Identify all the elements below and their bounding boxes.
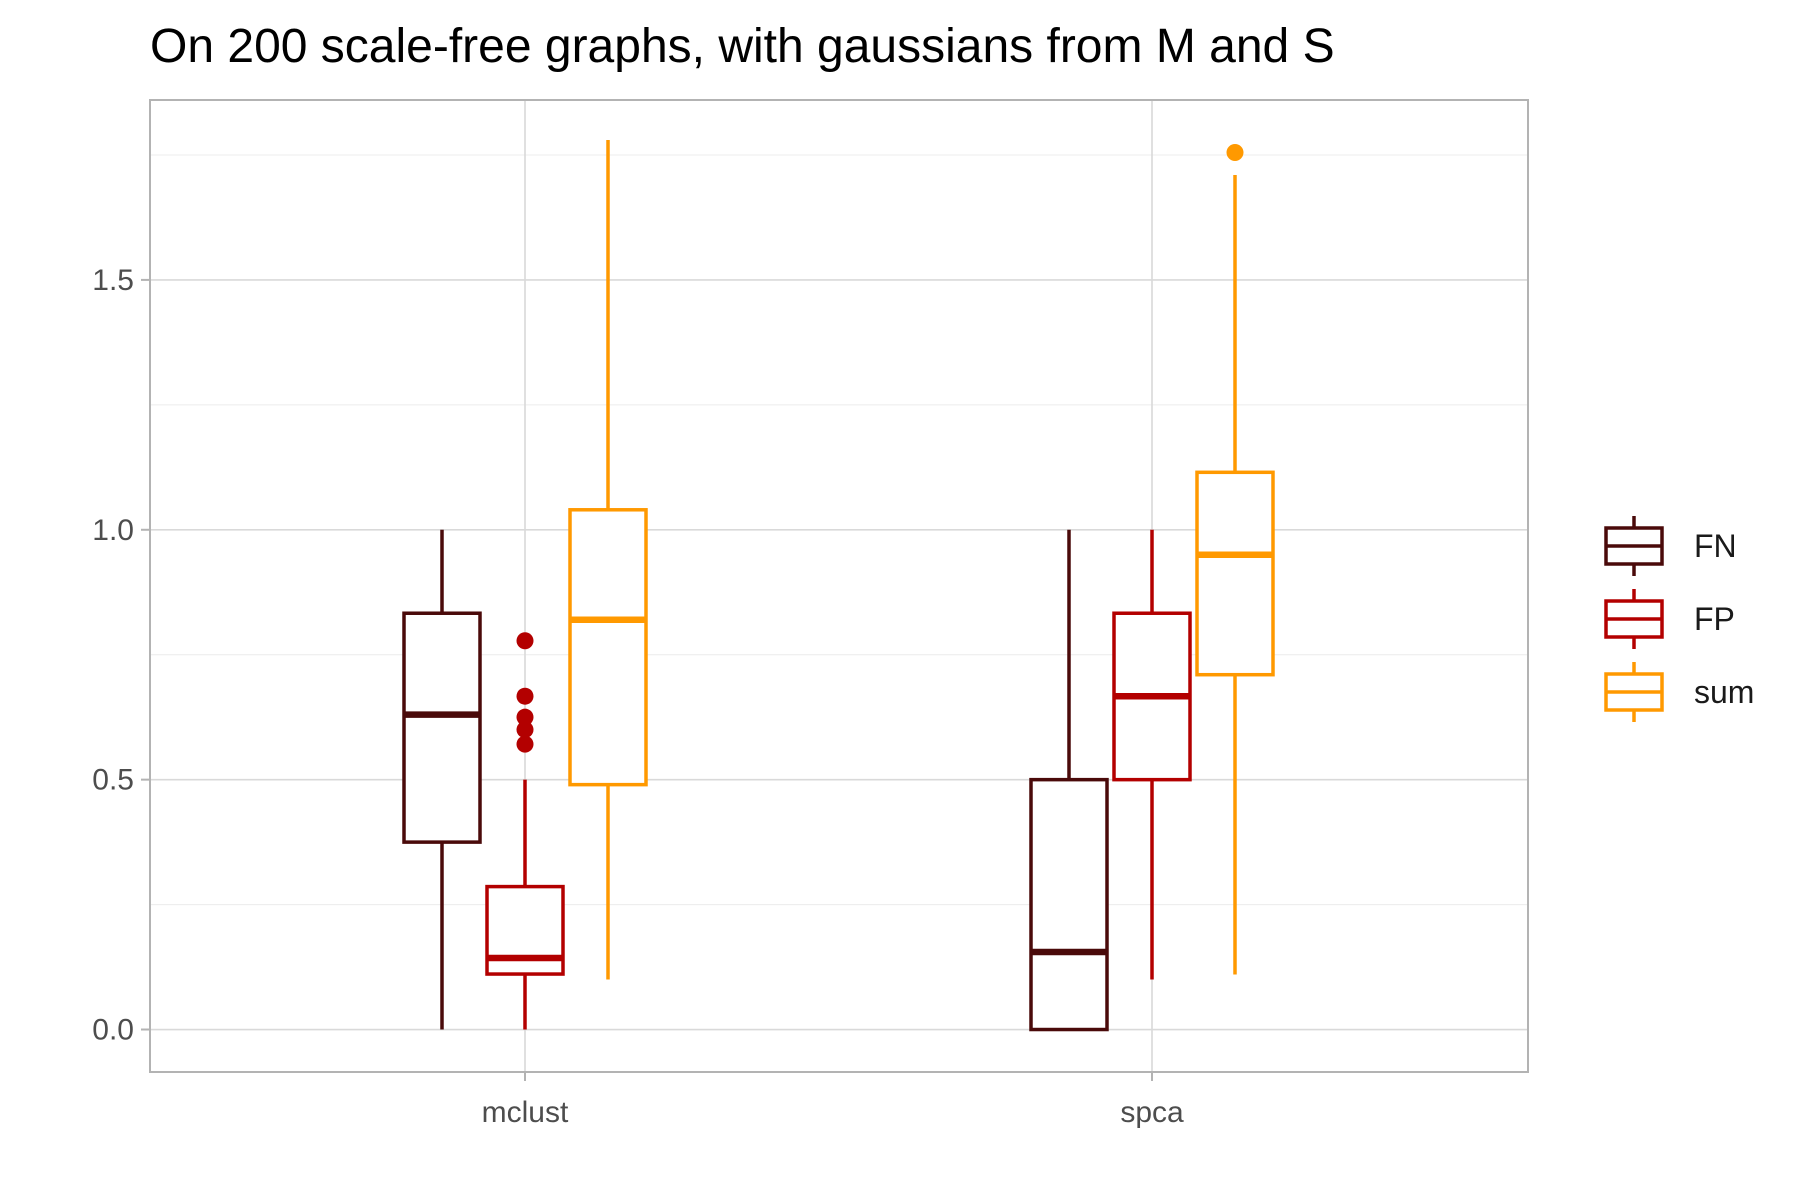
box-FP-spca (1112, 529, 1192, 980)
y-axis-ticks: 0.0 0.5 1.0 1.5 (92, 264, 150, 1047)
outlier-point (516, 687, 534, 705)
legend: FN FP sum (1604, 516, 1754, 722)
outlier-point (516, 632, 534, 650)
y-tick-label: 0.0 (92, 1014, 134, 1047)
legend-label: FN (1694, 528, 1737, 564)
legend-item-FN: FN (1604, 516, 1737, 576)
outlier-point (516, 708, 534, 726)
box-sum-spca (1195, 143, 1275, 975)
panel-frame (149, 99, 1529, 1073)
chart-title: On 200 scale-free graphs, with gaussians… (150, 20, 1335, 73)
plot-panel (150, 100, 1528, 1072)
box-FN-mclust (402, 529, 482, 1030)
outlier-point (1226, 143, 1244, 161)
box-iqr (1195, 470, 1275, 677)
legend-item-sum: sum (1604, 662, 1754, 722)
plot-background (150, 100, 1528, 1072)
outlier-point (516, 721, 534, 739)
x-tick-label: mclust (482, 1096, 569, 1129)
x-tick-label: spca (1120, 1096, 1184, 1129)
box-FP-mclust (485, 632, 565, 1030)
box-iqr (568, 508, 648, 787)
y-tick-label: 0.5 (92, 764, 134, 797)
y-tick-label: 1.0 (92, 514, 134, 547)
box-iqr (1029, 777, 1109, 1032)
legend-label: FP (1694, 601, 1735, 637)
legend-label: sum (1694, 674, 1754, 710)
box-iqr (402, 611, 482, 844)
box-FN-spca (1029, 529, 1109, 1032)
panel-border (149, 99, 1529, 1073)
legend-item-FP: FP (1604, 589, 1735, 649)
box-sum-mclust (568, 139, 648, 980)
y-tick-label: 1.5 (92, 264, 134, 297)
box-series (402, 139, 1275, 1032)
x-axis-ticks: mclust spca (482, 1072, 1184, 1129)
outlier-point (516, 735, 534, 753)
